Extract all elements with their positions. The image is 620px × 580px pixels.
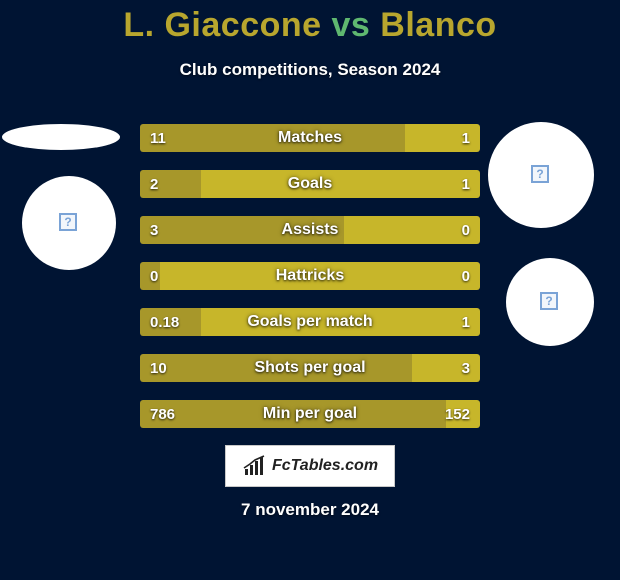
stat-bar-left xyxy=(140,124,405,152)
stat-row: 00Hattricks xyxy=(140,262,480,290)
stat-row: 30Assists xyxy=(140,216,480,244)
stat-bar-right xyxy=(412,354,480,382)
brand-badge: FcTables.com xyxy=(225,445,395,487)
brand-text: FcTables.com xyxy=(272,457,378,475)
stat-bar-right xyxy=(160,262,480,290)
stat-bar-left xyxy=(140,308,201,336)
stat-bar-right xyxy=(201,170,480,198)
stat-row: 786152Min per goal xyxy=(140,400,480,428)
stat-bar-left xyxy=(140,262,160,290)
stat-bar-left xyxy=(140,354,412,382)
placeholder-icon: ? xyxy=(531,165,549,183)
chart-icon xyxy=(242,455,268,477)
stat-row: 21Goals xyxy=(140,170,480,198)
stat-bar-left xyxy=(140,170,201,198)
date-footer: 7 november 2024 xyxy=(0,500,620,520)
stat-bar-right xyxy=(446,400,480,428)
page-title: L. Giaccone vs Blanco xyxy=(0,6,620,45)
stat-row: 103Shots per goal xyxy=(140,354,480,382)
stat-row: 111Matches xyxy=(140,124,480,152)
stat-bar-left xyxy=(140,216,344,244)
stat-bar-left xyxy=(140,400,446,428)
title-player1: L. Giaccone xyxy=(123,6,321,44)
stat-bar-right xyxy=(405,124,480,152)
placeholder-icon: ? xyxy=(540,292,558,310)
comparison-bars: 111Matches 21Goals 30Assists 00Hattricks 0.1… xyxy=(140,124,480,446)
subtitle: Club competitions, Season 2024 xyxy=(0,60,620,80)
stat-bar-right xyxy=(344,216,480,244)
stat-row: 0.181Goals per match xyxy=(140,308,480,336)
decoration-ellipse xyxy=(2,124,120,150)
placeholder-icon: ? xyxy=(59,213,77,231)
title-player2: Blanco xyxy=(380,6,496,44)
stat-bar-right xyxy=(201,308,480,336)
title-vs: vs xyxy=(332,6,371,44)
